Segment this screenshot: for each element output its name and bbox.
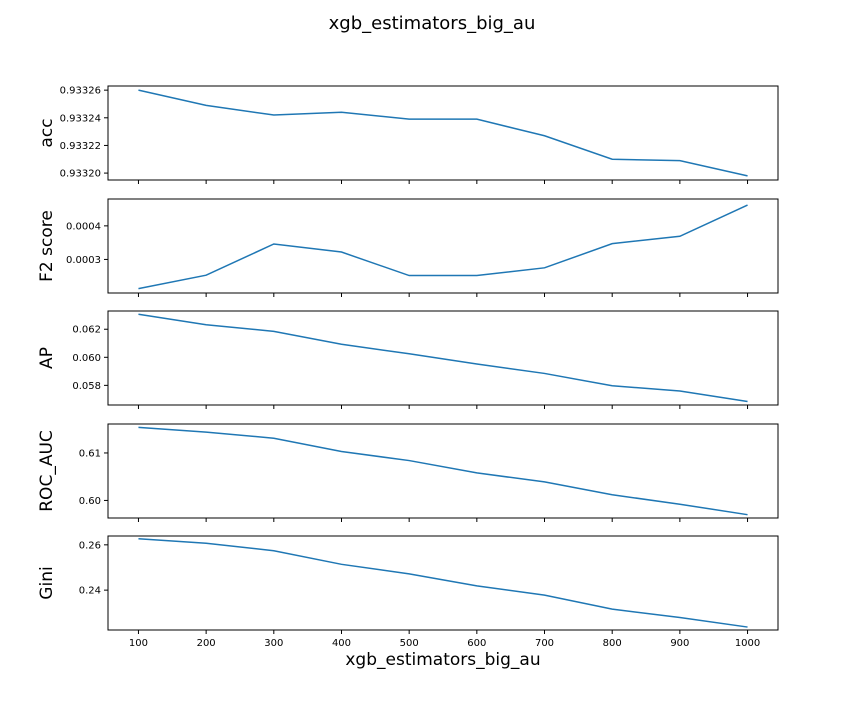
y-tick-label: 0.93324	[60, 113, 101, 124]
y-tick-label: 0.0003	[66, 255, 101, 266]
axes-frame	[107, 535, 779, 631]
y-tick-label: 0.062	[72, 325, 101, 336]
y-axis-label: Gini	[37, 566, 57, 599]
x-tick-label: 900	[670, 638, 689, 649]
series-line	[138, 89, 748, 177]
x-tick-label: 400	[332, 638, 351, 649]
x-tick-label: 200	[197, 638, 216, 649]
y-axis-label: F2 score	[37, 210, 57, 282]
series-line	[138, 204, 748, 290]
axes-frame	[107, 85, 779, 181]
x-tick-label: 800	[603, 638, 622, 649]
y-tick-label: 0.24	[79, 586, 101, 597]
y-tick-label: 0.93322	[60, 141, 101, 152]
y-tick-label: 0.26	[79, 540, 101, 551]
axes-frame	[107, 310, 779, 406]
x-axis-label: xgb_estimators_big_au	[345, 650, 540, 670]
y-axis-label: ROC_AUC	[37, 430, 57, 512]
y-axis-label: acc	[37, 118, 57, 147]
subplot-5: 0.24 0.26 100 200 300 400 500 600 700 800 900 1000 G…	[37, 535, 779, 649]
y-axis-label: AP	[37, 347, 57, 369]
axes-frame	[107, 423, 779, 519]
y-tick-label: 0.61	[79, 448, 101, 459]
subplot-container: 0.933200.933220.933240.93326acc0.00030.0…	[37, 85, 779, 649]
y-tick-label: 0.60	[79, 496, 101, 507]
subplot-2: 0.0003 0.0004 F2 score	[37, 198, 779, 297]
subplot-3: 0.058 0.060 0.062 AP	[37, 310, 779, 409]
series-line	[138, 537, 748, 628]
chart-title: xgb_estimators_big_au	[329, 13, 536, 34]
x-tick-label: 600	[467, 638, 486, 649]
x-tick-label: 100	[129, 638, 148, 649]
y-tick-label: 0.0004	[66, 221, 101, 232]
x-tick-label: 500	[400, 638, 419, 649]
series-line	[138, 313, 748, 403]
axes-frame	[107, 198, 779, 294]
y-tick-label: 0.93326	[60, 86, 101, 97]
x-tick-label: 700	[535, 638, 554, 649]
subplot-4: 0.60 0.61 ROC_AUC	[37, 423, 779, 522]
y-tick-label: 0.060	[72, 353, 101, 364]
y-tick-label: 0.058	[72, 381, 101, 392]
x-tick-label: 1000	[735, 638, 760, 649]
series-line	[138, 426, 748, 516]
subplot-1: 0.93320 0.93322 0.93324 0.93326 acc	[37, 85, 779, 184]
y-tick-label: 0.93320	[60, 169, 101, 180]
x-tick-label: 300	[264, 638, 283, 649]
